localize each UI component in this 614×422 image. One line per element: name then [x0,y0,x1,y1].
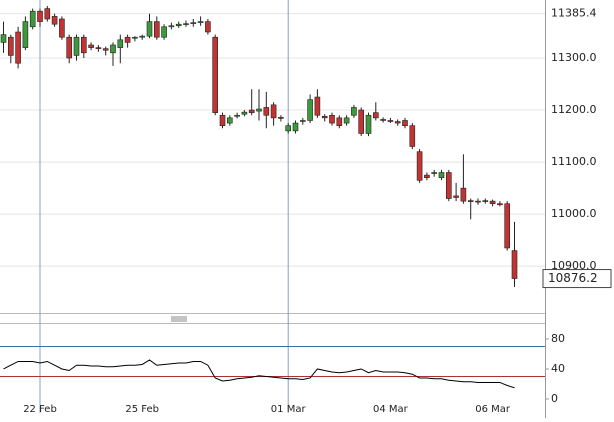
x-tick-label: 01 Mar [271,404,307,415]
y-tick-label: 11200.0 [551,103,597,116]
candle-body [321,116,328,119]
candle-body [504,203,511,249]
candle-body [431,172,438,174]
candle-body [489,200,496,205]
candle-body [219,114,226,126]
y-tick-label: 80 [551,332,565,345]
splitter-handle[interactable] [171,316,187,322]
candle-body [351,107,357,116]
candle-body [212,36,218,113]
candle-body [307,99,313,121]
x-tick-label: 04 Mar [373,404,409,415]
candle-body [154,21,160,38]
candle-body [497,203,503,206]
candle-body [358,109,365,134]
candle-body [424,174,430,179]
candle-body [336,117,343,126]
indicator-line [3,359,515,389]
y-tick-label: 0 [551,392,558,405]
candle-body [460,187,467,202]
candle-body [387,120,394,122]
y-tick-label: 40 [551,362,565,375]
candle-body [299,120,306,122]
candle-body [329,114,335,124]
candle-body [117,39,124,48]
candle-body [292,122,299,132]
candle-body [402,120,408,126]
candle-body [270,104,277,119]
candle-body [241,111,248,115]
candle-body [205,21,211,33]
candle-body [314,96,321,116]
candle-body [394,121,401,124]
last-price-box [542,269,612,289]
candle-body [66,36,72,59]
candle-body [8,36,14,56]
candle-body [511,250,518,279]
candle-body [132,36,138,39]
y-tick-label: 11100.0 [551,155,597,168]
x-tick-label: 25 Feb [125,404,159,415]
y-tick-label: 11385.4 [551,7,597,20]
x-tick-label: 22 Feb [23,404,57,415]
candle-body [380,119,386,121]
candle-body [81,36,87,54]
candle-body [409,125,416,147]
candle-body [22,21,29,48]
candle-body [51,16,58,25]
candle-body [102,48,109,51]
candle-body [365,114,372,134]
candle-body [475,200,481,203]
candle-body [248,109,255,113]
candle-body [197,21,204,23]
candle-body [168,25,175,28]
candle-body [183,23,189,25]
candle-body [29,10,36,28]
candle-body [453,195,459,198]
candle-body [190,22,197,24]
candle-body [438,172,445,179]
candle-body [110,44,116,54]
candle-body [263,107,270,116]
candle-body [15,31,21,64]
candle-body [37,10,43,22]
candle-body [227,117,233,124]
candle-body [467,200,474,202]
candle-body [59,18,65,38]
candle-body [256,108,262,112]
candle-body [44,8,51,20]
candle-body [88,44,94,48]
candle-body [124,36,131,43]
candle-body [445,172,452,199]
candle-body [161,26,167,38]
candle-body [234,114,240,117]
x-tick-label: 06 Mar [475,404,511,415]
candle-body [343,117,350,124]
candle-body [278,117,284,119]
y-tick-label: 11300.0 [551,51,597,64]
candle-body [285,125,292,132]
y-tick-label: 11000.0 [551,207,597,220]
candle-body [73,36,80,56]
candle-body [372,112,379,119]
last-price-label: 10876.2 [548,271,598,285]
candle-body [139,35,145,38]
candle-body [146,21,153,37]
y-tick-label: 10900.0 [551,259,597,272]
candle-body [95,47,102,49]
candle-body [416,151,423,181]
candle-body [0,34,7,43]
candle-body [482,200,489,202]
candle-body [175,23,182,27]
